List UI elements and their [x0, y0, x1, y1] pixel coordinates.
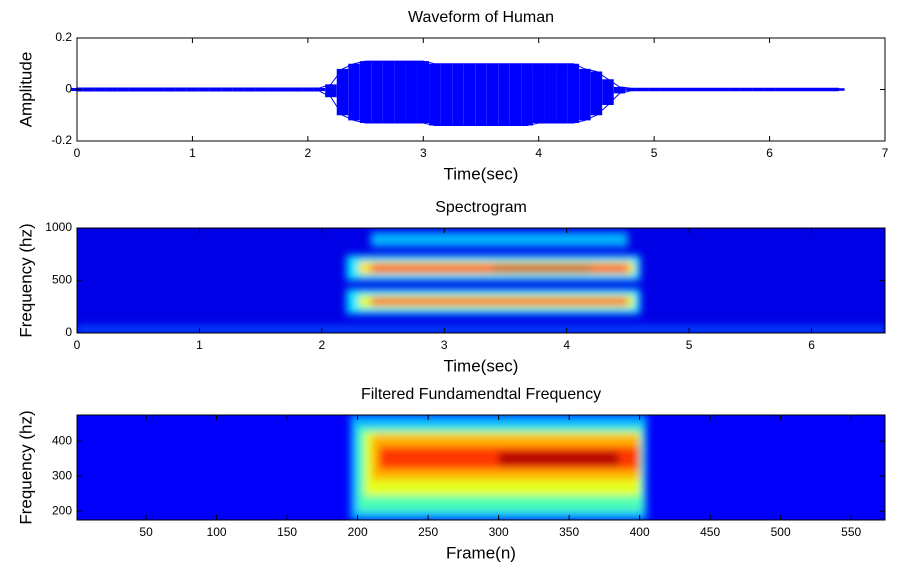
x-tick-label: 50	[139, 525, 153, 539]
subplot: 50 100 150 200 250 300 350 400 450 500 550 200 300 40…	[16, 386, 886, 562]
x-tick-label: 150	[277, 525, 297, 539]
waveform-edge	[77, 90, 839, 127]
heatmap-cells	[350, 415, 647, 520]
heatmap-cell	[370, 297, 628, 306]
x-axis-label: Frame(n)	[446, 543, 516, 562]
heatmap	[77, 415, 885, 520]
y-axis-label: Frequency (hz)	[16, 410, 35, 524]
x-tick-label: 550	[841, 525, 861, 539]
y-tick-label: 400	[52, 433, 72, 447]
x-tick-label: 300	[489, 525, 509, 539]
x-axis-label: Time(sec)	[444, 356, 519, 375]
x-tick-label: 0	[74, 338, 81, 352]
heatmap-cell	[77, 325, 885, 333]
heatmap-cell	[498, 451, 619, 466]
x-tick-label: 2	[305, 146, 312, 160]
chart-title: Spectrogram	[435, 199, 527, 216]
x-tick-label: 6	[766, 146, 773, 160]
x-tick-label: 7	[882, 146, 889, 160]
heatmap-cell	[370, 232, 628, 247]
y-tick-label: 0	[65, 325, 72, 339]
x-tick-label: 5	[686, 338, 693, 352]
chart-title: Filtered Fundamendtal Frequency	[361, 386, 601, 403]
x-tick-label: 350	[559, 525, 579, 539]
x-tick-label: 450	[700, 525, 720, 539]
axes-box	[76, 414, 886, 521]
chart-title: Waveform of Human	[408, 9, 554, 26]
waveform-edge	[77, 60, 839, 89]
x-tick-label: 4	[563, 338, 570, 352]
x-tick-label: 200	[348, 525, 368, 539]
y-tick-label: 200	[52, 503, 72, 517]
y-tick-label: 0.2	[55, 30, 72, 44]
heatmap	[77, 228, 885, 333]
x-tick-label: 4	[535, 146, 542, 160]
x-tick-label: 250	[418, 525, 438, 539]
x-axis-label: Time(sec)	[444, 164, 519, 183]
x-tick-label: 100	[207, 525, 227, 539]
y-tick-label: 0	[65, 82, 72, 96]
y-tick-label: 500	[52, 273, 72, 287]
x-tick-label: 1	[189, 146, 196, 160]
x-tick-label: 6	[808, 338, 815, 352]
x-tick-label: 0	[74, 146, 81, 160]
y-tick-label: -0.2	[51, 133, 72, 147]
x-tick-label: 400	[630, 525, 650, 539]
x-tick-label: 3	[420, 146, 427, 160]
x-tick-label: 1	[196, 338, 203, 352]
y-tick-label: 1000	[45, 220, 72, 234]
y-axis-label: Frequency (hz)	[16, 223, 35, 337]
heatmap-cells	[77, 232, 885, 333]
y-tick-label: 300	[52, 468, 72, 482]
subplot: 0 1 2 3 4 5 6 0 500 1000 Spectrogram Time(sec) Frequ…	[16, 199, 886, 375]
heatmap-cell	[493, 265, 592, 272]
x-tick-label: 2	[319, 338, 326, 352]
x-tick-label: 3	[441, 338, 448, 352]
y-axis-label: Amplitude	[16, 52, 35, 128]
x-tick-label: 5	[651, 146, 658, 160]
x-tick-label: 500	[771, 525, 791, 539]
